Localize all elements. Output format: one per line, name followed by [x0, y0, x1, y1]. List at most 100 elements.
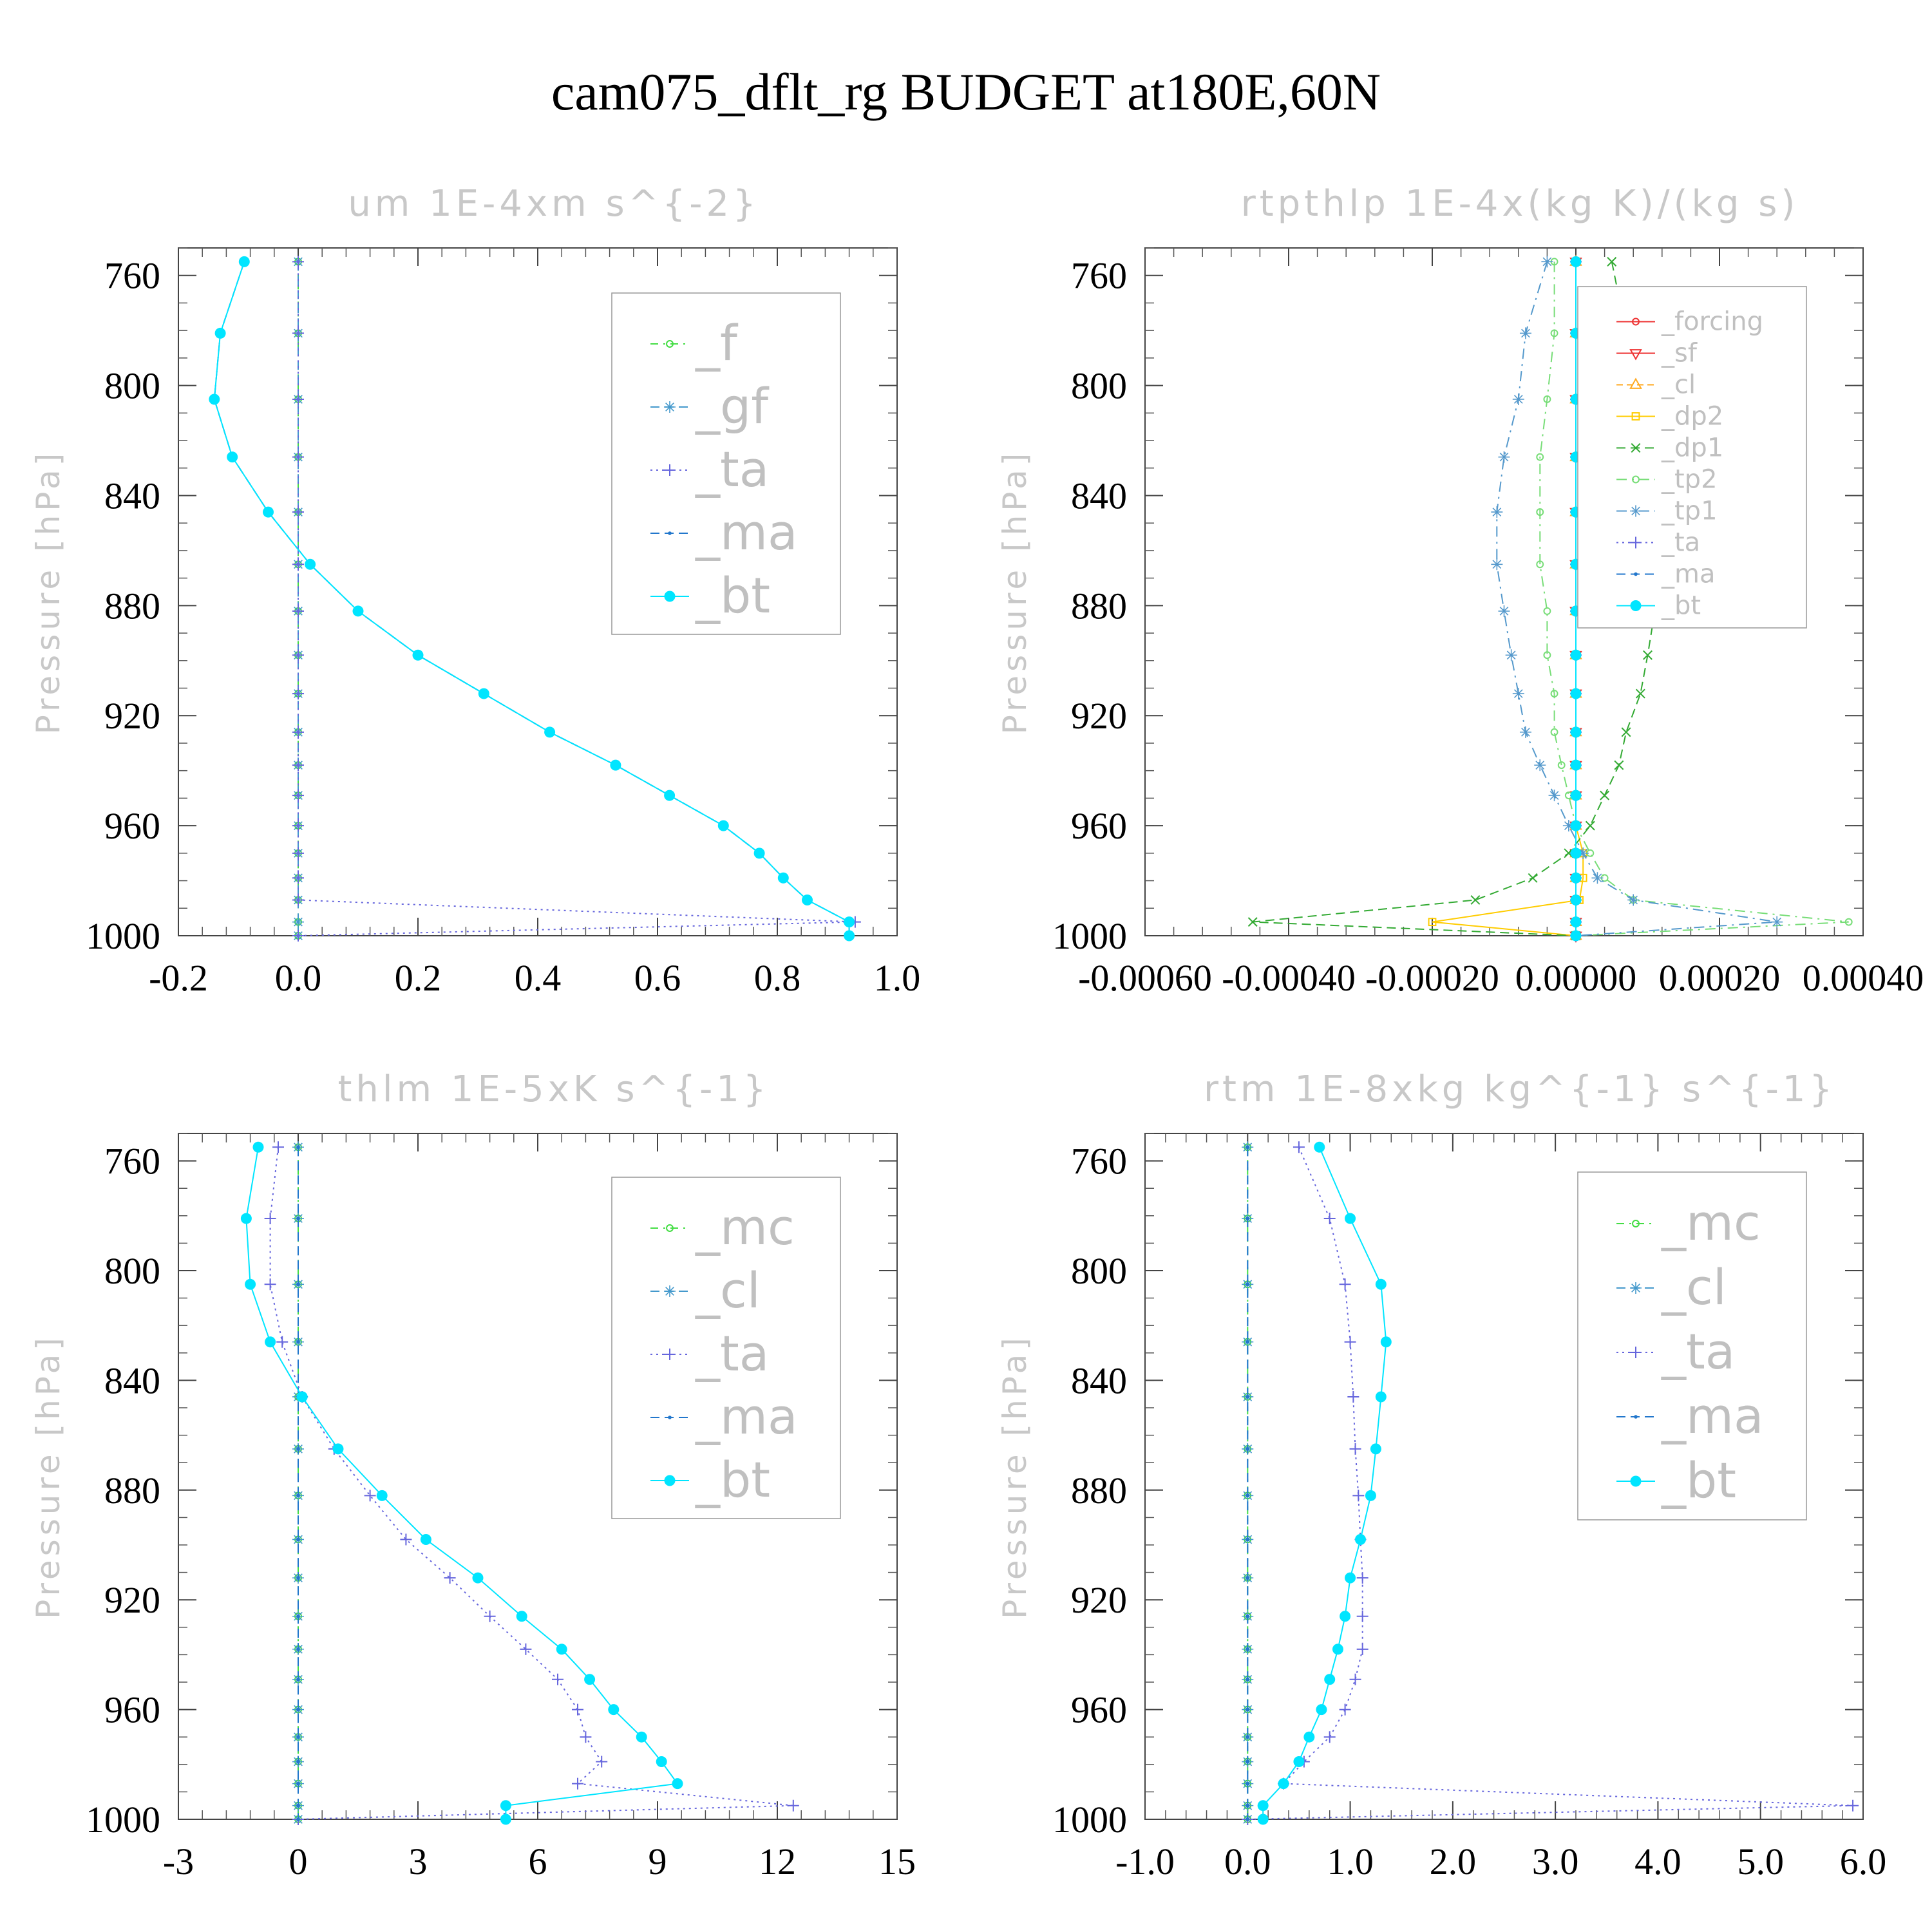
- legend-marker: [664, 464, 676, 476]
- data-point: [292, 726, 304, 738]
- data-point: [296, 1707, 300, 1712]
- data-point: [1375, 1391, 1387, 1403]
- data-point: [672, 1778, 683, 1790]
- data-point: [376, 1490, 388, 1501]
- data-point: [1627, 894, 1640, 906]
- data-point: [1356, 1610, 1368, 1622]
- data-point: [364, 1490, 376, 1502]
- legend: _mc _cl _ta _ma _bt: [611, 1177, 841, 1519]
- data-point: [1247, 917, 1258, 927]
- x-tick-label: -3: [163, 1841, 194, 1882]
- data-point: [1245, 1217, 1250, 1220]
- legend-marker: [1632, 317, 1640, 326]
- data-point: [1570, 256, 1582, 267]
- series-line: [269, 1147, 793, 1820]
- legend-marker: [1634, 572, 1638, 576]
- data-point: [636, 1731, 647, 1743]
- data-point: [1345, 1213, 1356, 1224]
- panels: um 1E-4xm s^{-2} Pressure [hPa] -0.2 0.0 0.2…: [30, 183, 1924, 1882]
- legend-marker: [1631, 412, 1640, 421]
- x-tick-label: 9: [649, 1841, 667, 1882]
- data-point: [1534, 759, 1546, 772]
- data-point: [272, 1141, 284, 1153]
- y-axis-label: Pressure [hPa]: [30, 450, 67, 735]
- series-bt: [1257, 1141, 1392, 1825]
- data-point: [1541, 256, 1553, 268]
- data-point: [1245, 1447, 1250, 1451]
- data-point: [1570, 848, 1582, 859]
- data-point: [656, 1756, 667, 1768]
- data-point: [444, 1572, 456, 1584]
- series-line: [1247, 1146, 1853, 1820]
- legend-marker: [664, 401, 676, 413]
- y-tick-label: 1000: [86, 915, 160, 957]
- data-point: [292, 393, 304, 405]
- plot-frame: [1144, 1133, 1864, 1820]
- data-point: [1570, 688, 1582, 699]
- x-tick-label: 0.0: [275, 957, 322, 999]
- y-tick-label: 840: [104, 475, 160, 516]
- data-point: [1257, 1814, 1269, 1825]
- data-point: [296, 1217, 300, 1220]
- data-point: [1771, 916, 1783, 928]
- data-point: [1519, 726, 1531, 738]
- legend-label: _cl: [695, 1262, 761, 1319]
- legend-label: _bt: [1661, 1452, 1736, 1509]
- x-tick-label: 1.0: [1327, 1841, 1374, 1882]
- series-line: [1539, 261, 1849, 936]
- series-ta: [264, 1141, 799, 1825]
- legend-label: _ta: [695, 1325, 769, 1382]
- data-point: [1570, 726, 1582, 738]
- data-point: [584, 1674, 596, 1685]
- data-point: [292, 847, 304, 859]
- data-point: [1844, 918, 1853, 926]
- legend-label: _cl: [1661, 1258, 1727, 1316]
- data-point: [1323, 1213, 1336, 1225]
- data-point: [292, 872, 304, 884]
- legend-label: _tp1: [1661, 497, 1718, 526]
- legend-marker: [666, 340, 674, 348]
- data-point: [1570, 649, 1582, 661]
- y-tick-label: 840: [1071, 1359, 1127, 1401]
- x-tick-label: -0.00020: [1365, 957, 1499, 999]
- series-bt: [1570, 256, 1582, 942]
- data-point: [296, 1677, 300, 1681]
- legend-marker: [664, 1349, 676, 1360]
- data-point: [1557, 761, 1566, 770]
- data-point: [292, 930, 304, 942]
- panel-title: rtpthlp 1E-4x(kg K)/(kg s): [1241, 183, 1799, 225]
- data-point: [1570, 916, 1582, 928]
- y-tick-label: 960: [1071, 1689, 1127, 1731]
- x-tick-label: -0.00060: [1078, 957, 1212, 999]
- series-ta: [292, 256, 861, 942]
- y-tick-label: 800: [1071, 1250, 1127, 1292]
- data-point: [292, 894, 304, 906]
- x-tick-label: 0.4: [515, 957, 562, 999]
- chart-panel: rtm 1E-8xkg kg^{-1} s^{-1} Pressure [hPa]…: [996, 1068, 1886, 1882]
- data-point: [1245, 1145, 1250, 1150]
- legend-box: [611, 292, 841, 635]
- data-point: [1512, 688, 1524, 700]
- chart-panel: thlm 1E-5xK s^{-1} Pressure [hPa] -3 0 3 6 9 12…: [30, 1068, 916, 1882]
- data-point: [1245, 1340, 1250, 1344]
- data-point: [292, 506, 304, 518]
- data-point: [552, 1673, 564, 1685]
- data-point: [296, 1647, 300, 1651]
- data-point: [292, 649, 304, 661]
- data-point: [292, 688, 304, 700]
- legend-label: _ma: [1661, 1387, 1764, 1444]
- legend-marker: [1630, 505, 1642, 517]
- x-tick-label: 0.6: [634, 957, 681, 999]
- data-point: [1245, 1576, 1250, 1580]
- data-point: [1349, 1443, 1361, 1455]
- legend-label: _mc: [695, 1198, 795, 1256]
- y-tick-label: 760: [1071, 255, 1127, 297]
- legend-marker: [668, 1416, 672, 1419]
- data-point: [580, 1731, 592, 1743]
- legend-marker: [666, 1224, 674, 1232]
- y-tick-label: 880: [104, 585, 160, 627]
- data-point: [556, 1643, 567, 1655]
- data-point: [544, 726, 556, 738]
- data-point: [1278, 1778, 1289, 1790]
- legend-marker: [1632, 1220, 1640, 1227]
